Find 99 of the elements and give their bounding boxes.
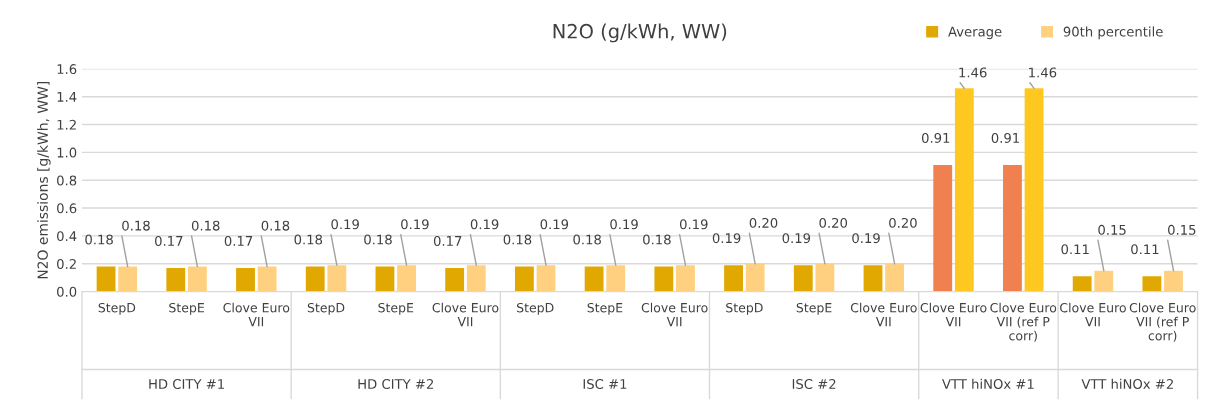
data-label: 0.15 xyxy=(1098,224,1126,235)
bar xyxy=(933,164,953,292)
data-label: 0.19 xyxy=(610,219,638,230)
data-label: 0.18 xyxy=(261,220,290,231)
y-tick-label: 0.0 xyxy=(57,286,77,297)
x-tick-label: Clove Euro VII xyxy=(1060,302,1126,327)
x-tick-label: Clove Euro VII xyxy=(641,302,708,327)
bar xyxy=(676,265,695,292)
bar xyxy=(397,265,416,292)
data-label: 0.91 xyxy=(921,132,950,143)
text: HD CITY #2 xyxy=(358,379,434,389)
data-label: 0.17 xyxy=(433,235,462,246)
bar xyxy=(606,265,626,292)
bar xyxy=(815,263,835,292)
bar xyxy=(236,267,255,292)
chart-title: N2O (g/kWh, WW) xyxy=(553,23,727,43)
bar xyxy=(1142,276,1162,292)
data-label: 0.20 xyxy=(889,217,917,228)
data-label: 0.17 xyxy=(224,235,253,246)
bar xyxy=(1094,270,1114,292)
text: ISC #1 xyxy=(583,379,627,389)
x-tick-label: StepD xyxy=(726,302,763,315)
data-label: 1.46 xyxy=(959,67,987,78)
y-tick-label: 0.6 xyxy=(57,203,77,214)
x-tick-label: StepD xyxy=(307,302,345,315)
data-label: 0.11 xyxy=(1131,244,1159,255)
y-tick-label: 1.4 xyxy=(57,92,77,102)
data-label: 0.18 xyxy=(294,234,323,245)
data-label: 1.46 xyxy=(1029,67,1057,78)
data-label: 0.19 xyxy=(540,219,569,230)
bar xyxy=(466,265,486,292)
bar xyxy=(724,265,743,292)
bar xyxy=(954,88,974,292)
data-label: 0.19 xyxy=(679,219,708,230)
text: ISC #2 xyxy=(792,379,836,389)
data-label: 0.15 xyxy=(1168,224,1196,235)
bar xyxy=(445,267,465,292)
data-label: 0.20 xyxy=(819,217,848,228)
x-tick-label: Clove Euro VII xyxy=(432,302,499,327)
x-tick-label: StepE xyxy=(378,302,414,315)
y-tick-label: 1.2 xyxy=(57,119,76,130)
bar xyxy=(187,266,207,292)
data-label: 0.19 xyxy=(470,219,499,230)
x-tick-label: StepE xyxy=(796,302,832,315)
bar xyxy=(793,265,813,292)
bar xyxy=(305,266,325,292)
x-tick-label: Clove Euro VII xyxy=(850,302,917,327)
bar xyxy=(745,263,765,292)
y-axis-title: N2O emissions [g/kWh, WW] xyxy=(37,81,51,279)
text: VTT hiNOx #1 xyxy=(942,378,1034,389)
bar xyxy=(96,266,116,292)
text: VTT hiNOx #2 xyxy=(1081,378,1173,389)
legend-label: 90th percentile xyxy=(1063,26,1163,40)
data-label: 0.18 xyxy=(364,234,392,245)
bar xyxy=(118,266,138,292)
data-label: 0.18 xyxy=(191,220,220,231)
bar xyxy=(327,265,347,292)
data-label: 0.11 xyxy=(1061,244,1089,255)
bar xyxy=(863,265,883,292)
x-tick-label: StepD xyxy=(516,302,554,315)
x-tick-label: Clove Euro VII (ref P corr) xyxy=(990,302,1057,342)
data-label: 0.19 xyxy=(852,233,880,244)
data-label: 0.18 xyxy=(85,234,113,245)
bar xyxy=(514,266,534,292)
data-label: 0.91 xyxy=(991,132,1019,143)
bar xyxy=(1003,164,1022,292)
data-label: 0.18 xyxy=(122,220,150,231)
bar xyxy=(885,263,905,292)
data-label: 0.19 xyxy=(331,219,359,230)
data-label: 0.18 xyxy=(573,234,601,245)
x-tick-label: Clove Euro VII xyxy=(920,302,987,327)
data-label: 0.19 xyxy=(782,233,811,244)
bar xyxy=(166,267,186,292)
y-tick-label: 0.8 xyxy=(57,175,77,186)
bar xyxy=(654,266,674,292)
bar xyxy=(1072,276,1092,292)
data-label: 0.18 xyxy=(643,234,671,245)
data-label: 0.20 xyxy=(749,217,778,228)
data-label: 0.18 xyxy=(503,234,532,245)
data-label: 0.19 xyxy=(712,233,741,244)
legend-label: Average xyxy=(948,26,1002,40)
x-tick-label: Clove Euro VII xyxy=(223,302,290,327)
bar xyxy=(257,266,277,292)
y-tick-label: 1.0 xyxy=(57,147,77,158)
x-tick-label: Clove Euro VII (ref P corr) xyxy=(1129,302,1196,342)
bar xyxy=(536,265,556,292)
bar xyxy=(375,266,395,292)
x-tick-label: StepE xyxy=(169,302,204,315)
data-label: 0.19 xyxy=(401,219,429,230)
text: HD CITY #1 xyxy=(149,379,224,389)
bar xyxy=(584,266,604,292)
x-tick-label: StepE xyxy=(587,302,623,315)
y-tick-label: 0.4 xyxy=(57,231,77,242)
y-tick-label: 1.6 xyxy=(57,64,77,75)
data-label: 0.17 xyxy=(155,235,183,246)
bar xyxy=(1024,88,1044,292)
y-tick-label: 0.2 xyxy=(57,258,76,269)
x-tick-label: StepD xyxy=(98,302,136,315)
bar xyxy=(1164,270,1183,292)
